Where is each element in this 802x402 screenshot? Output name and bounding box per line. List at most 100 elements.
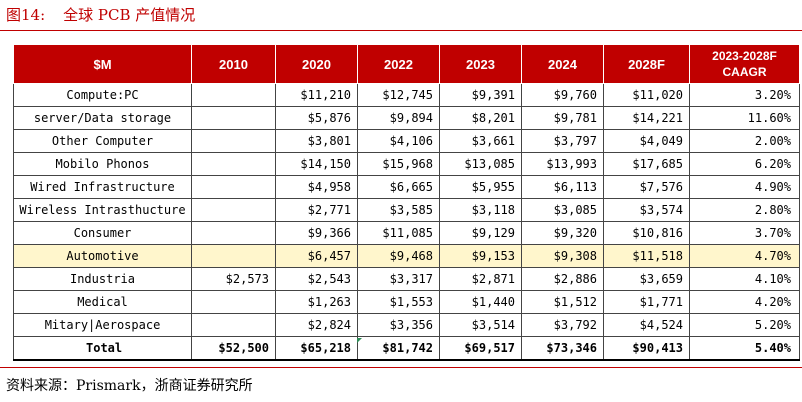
title-rule — [0, 30, 802, 31]
cell-2022: $1,553 — [357, 290, 440, 314]
cell-2024: $13,993 — [521, 152, 604, 176]
cell-2022: $6,665 — [357, 175, 440, 199]
cell-2020: $1,263 — [275, 290, 358, 314]
cell-2020: $2,543 — [275, 267, 358, 291]
cell-label: Automotive — [13, 244, 192, 268]
cell-2024: $3,792 — [521, 313, 604, 337]
table-row: Wired Infrastructure $4,958 $6,665 $5,955 $6… — [13, 175, 800, 199]
table-row: Mobilo Phonos $14,150 $15,968 $13,085 $13,99… — [13, 152, 800, 176]
cell-2020: $9,366 — [275, 221, 358, 245]
cell-2022: $11,085 — [357, 221, 440, 245]
table-row: Automotive $6,457 $9,468 $9,153 $9,308 $11,51… — [13, 244, 800, 268]
cell-2028f: $11,020 — [603, 83, 690, 107]
cell-2020: $5,876 — [275, 106, 358, 130]
col-header-cagr: 2023-2028F CAAGR — [689, 44, 800, 84]
cell-cagr: 5.20% — [689, 313, 800, 337]
cell-2010 — [191, 175, 276, 199]
table-row: Consumer $9,366 $11,085 $9,129 $9,320 $10,816… — [13, 221, 800, 245]
cell-cagr: 4.10% — [689, 267, 800, 291]
cell-2010 — [191, 290, 276, 314]
figure-number: 图14: — [6, 6, 46, 24]
cell-label: Other Computer — [13, 129, 192, 153]
cell-label: Total — [13, 336, 192, 361]
cell-2024: $73,346 — [521, 336, 604, 361]
cell-label: server/Data storage — [13, 106, 192, 130]
cell-2023: $5,955 — [439, 175, 522, 199]
source-note: 资料来源：Prismark，浙商证券研究所 — [6, 378, 253, 394]
cell-2022: $81,742 — [357, 336, 440, 361]
cell-2023: $9,391 — [439, 83, 522, 107]
cell-2023: $8,201 — [439, 106, 522, 130]
cell-label: Mobilo Phonos — [13, 152, 192, 176]
cell-2028f: $11,518 — [603, 244, 690, 268]
cell-2028f: $4,049 — [603, 129, 690, 153]
cell-2023: $3,514 — [439, 313, 522, 337]
cell-2023: $3,118 — [439, 198, 522, 222]
cell-2010 — [191, 198, 276, 222]
cell-2024: $9,781 — [521, 106, 604, 130]
cell-label: Industria — [13, 267, 192, 291]
cell-2020: $11,210 — [275, 83, 358, 107]
cell-2022: $15,968 — [357, 152, 440, 176]
cell-2028f: $14,221 — [603, 106, 690, 130]
cell-2028f: $3,574 — [603, 198, 690, 222]
table-row: Compute:PC $11,210 $12,745 $9,391 $9,760 $11,… — [13, 83, 800, 107]
col-header-2022: 2022 — [357, 44, 440, 84]
cell-2023: $9,129 — [439, 221, 522, 245]
cell-2028f: $3,659 — [603, 267, 690, 291]
cell-2010: $52,500 — [191, 336, 276, 361]
cagr-header-line1: 2023-2028F — [712, 49, 777, 63]
total-row: Total $52,500 $65,218 $81,742 $69,517 $73,346… — [13, 336, 800, 361]
cell-cagr: 3.20% — [689, 83, 800, 107]
cell-2020: $65,218 — [275, 336, 358, 361]
cell-2028f: $10,816 — [603, 221, 690, 245]
cell-2024: $9,760 — [521, 83, 604, 107]
col-header-2028f: 2028F — [603, 44, 690, 84]
cell-2028f: $17,685 — [603, 152, 690, 176]
cell-cagr: 11.60% — [689, 106, 800, 130]
figure-caption: 全球 PCB 产值情况 — [63, 6, 196, 24]
cell-2022: $12,745 — [357, 83, 440, 107]
cell-2024: $9,320 — [521, 221, 604, 245]
col-header-2010: 2010 — [191, 44, 276, 84]
cell-comment-marker — [357, 338, 362, 343]
col-header-2020: 2020 — [275, 44, 358, 84]
cell-cagr: 4.90% — [689, 175, 800, 199]
cell-2028f: $7,576 — [603, 175, 690, 199]
footer-rule — [0, 367, 802, 368]
cell-2020: $2,771 — [275, 198, 358, 222]
cell-2024: $2,886 — [521, 267, 604, 291]
cell-2028f: $90,413 — [603, 336, 690, 361]
cell-cagr: 6.20% — [689, 152, 800, 176]
cell-label: Medical — [13, 290, 192, 314]
cell-2028f: $4,524 — [603, 313, 690, 337]
cell-2010 — [191, 106, 276, 130]
cell-2024: $3,797 — [521, 129, 604, 153]
col-header-2024: 2024 — [521, 44, 604, 84]
cell-2022: $4,106 — [357, 129, 440, 153]
cell-2020: $14,150 — [275, 152, 358, 176]
cell-2023: $9,153 — [439, 244, 522, 268]
cell-label: Wireless Intrasthucture — [13, 198, 192, 222]
cell-cagr: 4.70% — [689, 244, 800, 268]
cell-2022: $9,894 — [357, 106, 440, 130]
cagr-header-line2: CAAGR — [722, 65, 767, 79]
col-header-metric: $M — [13, 44, 192, 84]
table-row: Industria $2,573 $2,543 $3,317 $2,871 $2,886 $… — [13, 267, 800, 291]
cell-2020: $2,824 — [275, 313, 358, 337]
cell-cagr: 2.00% — [689, 129, 800, 153]
cell-2022: $3,356 — [357, 313, 440, 337]
cell-2024: $1,512 — [521, 290, 604, 314]
col-header-2023: 2023 — [439, 44, 522, 84]
table-row: Mitary|Aerospace $2,824 $3,356 $3,514 $3,792… — [13, 313, 800, 337]
cell-2010 — [191, 83, 276, 107]
figure-title: 图14: 全球 PCB 产值情况 — [6, 4, 195, 26]
table-row: Medical $1,263 $1,553 $1,440 $1,512 $1,771 4.2… — [13, 290, 800, 314]
cell-2023: $69,517 — [439, 336, 522, 361]
cell-label: Mitary|Aerospace — [13, 313, 192, 337]
cell-2010 — [191, 244, 276, 268]
cell-2010 — [191, 129, 276, 153]
cell-2010 — [191, 313, 276, 337]
cell-cagr: 5.40% — [689, 336, 800, 361]
cell-2024: $6,113 — [521, 175, 604, 199]
